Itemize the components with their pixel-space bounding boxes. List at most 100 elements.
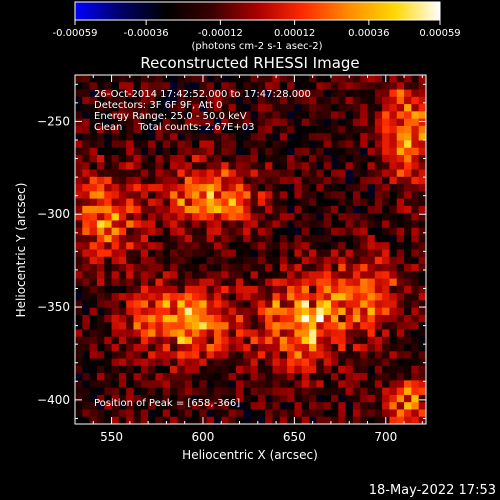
heatmap-cell bbox=[323, 387, 332, 396]
heatmap-cell bbox=[338, 300, 347, 309]
heatmap-cell bbox=[352, 365, 361, 374]
heatmap-cell bbox=[294, 176, 303, 185]
heatmap-cell bbox=[155, 75, 164, 83]
heatmap-cell bbox=[272, 387, 281, 396]
heatmap-cell bbox=[82, 264, 91, 272]
heatmap-cell bbox=[82, 205, 91, 214]
heatmap-cell bbox=[338, 256, 347, 265]
heatmap-cell bbox=[316, 264, 325, 272]
heatmap-cell bbox=[111, 234, 120, 243]
heatmap-cell bbox=[96, 118, 105, 127]
heatmap-cell bbox=[111, 293, 120, 301]
heatmap-cell bbox=[345, 191, 354, 200]
heatmap-cell bbox=[148, 198, 157, 207]
heatmap-cell bbox=[148, 104, 157, 112]
heatmap-cell bbox=[235, 89, 244, 98]
heatmap-cell bbox=[140, 198, 149, 207]
heatmap-cell bbox=[133, 227, 142, 236]
heatmap-cell bbox=[235, 133, 244, 142]
heatmap-cell bbox=[82, 293, 91, 301]
heatmap-cell bbox=[199, 387, 208, 396]
heatmap-cell bbox=[309, 293, 317, 301]
heatmap-cell bbox=[126, 154, 135, 163]
heatmap-cell bbox=[184, 104, 193, 112]
heatmap-cell bbox=[162, 184, 171, 192]
heatmap-cell bbox=[294, 147, 303, 156]
heatmap-cell bbox=[345, 96, 354, 105]
heatmap-cell bbox=[213, 118, 222, 127]
heatmap-cell bbox=[213, 358, 222, 367]
heatmap-cell bbox=[316, 154, 325, 163]
heatmap-cell bbox=[228, 278, 237, 287]
heatmap-cell bbox=[404, 373, 412, 381]
heatmap-cell bbox=[345, 307, 354, 316]
heatmap-cell bbox=[396, 409, 405, 418]
heatmap-cell bbox=[265, 133, 274, 142]
heatmap-cell bbox=[213, 176, 222, 185]
heatmap-cell bbox=[294, 125, 303, 134]
heatmap-cell bbox=[382, 394, 391, 403]
heatmap-cell bbox=[192, 278, 200, 287]
heatmap-cell bbox=[89, 154, 98, 163]
heatmap-cell bbox=[330, 285, 339, 294]
heatmap-cell bbox=[338, 293, 347, 301]
heatmap-cell bbox=[184, 373, 193, 381]
heatmap-cell bbox=[126, 373, 135, 381]
heatmap-cell bbox=[228, 198, 237, 207]
heatmap-cell bbox=[404, 184, 412, 192]
heatmap-cell bbox=[89, 234, 98, 243]
heatmap-cell bbox=[162, 147, 171, 156]
heatmap-cell bbox=[235, 220, 244, 229]
heatmap-cell bbox=[279, 278, 288, 287]
heatmap-cell bbox=[279, 322, 288, 331]
heatmap-cell bbox=[89, 111, 98, 120]
heatmap-cell bbox=[294, 89, 303, 98]
heatmap-cell bbox=[96, 154, 105, 163]
heatmap-cell bbox=[177, 154, 186, 163]
heatmap-cell bbox=[250, 314, 259, 323]
heatmap-cell bbox=[170, 394, 178, 403]
heatmap-cell bbox=[309, 213, 317, 222]
heatmap-cell bbox=[338, 285, 347, 294]
heatmap-cell bbox=[243, 336, 252, 345]
heatmap-cell bbox=[287, 344, 295, 352]
heatmap-cell bbox=[104, 118, 113, 127]
heatmap-cell bbox=[316, 394, 325, 403]
heatmap-cell bbox=[75, 227, 83, 236]
heatmap-cell bbox=[389, 314, 398, 323]
heatmap-cell bbox=[104, 278, 113, 287]
heatmap-cell bbox=[118, 409, 127, 418]
heatmap-cell bbox=[418, 365, 426, 374]
heatmap-cell bbox=[345, 300, 354, 309]
heatmap-cell bbox=[352, 293, 361, 301]
heatmap-cell bbox=[111, 256, 120, 265]
heatmap-cell bbox=[345, 314, 354, 323]
heatmap-cell bbox=[257, 104, 266, 112]
heatmap-cell bbox=[404, 402, 412, 411]
heatmap-cell bbox=[104, 344, 113, 352]
heatmap-cell bbox=[345, 118, 354, 127]
heatmap-cell bbox=[235, 234, 244, 243]
heatmap-cell bbox=[96, 336, 105, 345]
heatmap-cell bbox=[265, 358, 274, 367]
heatmap-cell bbox=[89, 118, 98, 127]
heatmap-cell bbox=[243, 278, 252, 287]
heatmap-cell bbox=[140, 365, 149, 374]
heatmap-cell bbox=[367, 300, 376, 309]
heatmap-cell bbox=[133, 365, 142, 374]
heatmap-cell bbox=[265, 387, 274, 396]
heatmap-cell bbox=[374, 234, 383, 243]
heatmap-cell bbox=[126, 264, 135, 272]
heatmap-cell bbox=[133, 234, 142, 243]
heatmap-cell bbox=[287, 365, 295, 374]
heatmap-cell bbox=[323, 133, 332, 142]
heatmap-cell bbox=[309, 336, 317, 345]
heatmap-cell bbox=[206, 162, 215, 171]
heatmap-cell bbox=[162, 89, 171, 98]
heatmap-cell bbox=[82, 394, 91, 403]
heatmap-cell bbox=[75, 234, 83, 243]
heatmap-cell bbox=[279, 394, 288, 403]
heatmap-cell bbox=[345, 365, 354, 374]
heatmap-cell bbox=[323, 329, 332, 338]
heatmap-cell bbox=[184, 220, 193, 229]
